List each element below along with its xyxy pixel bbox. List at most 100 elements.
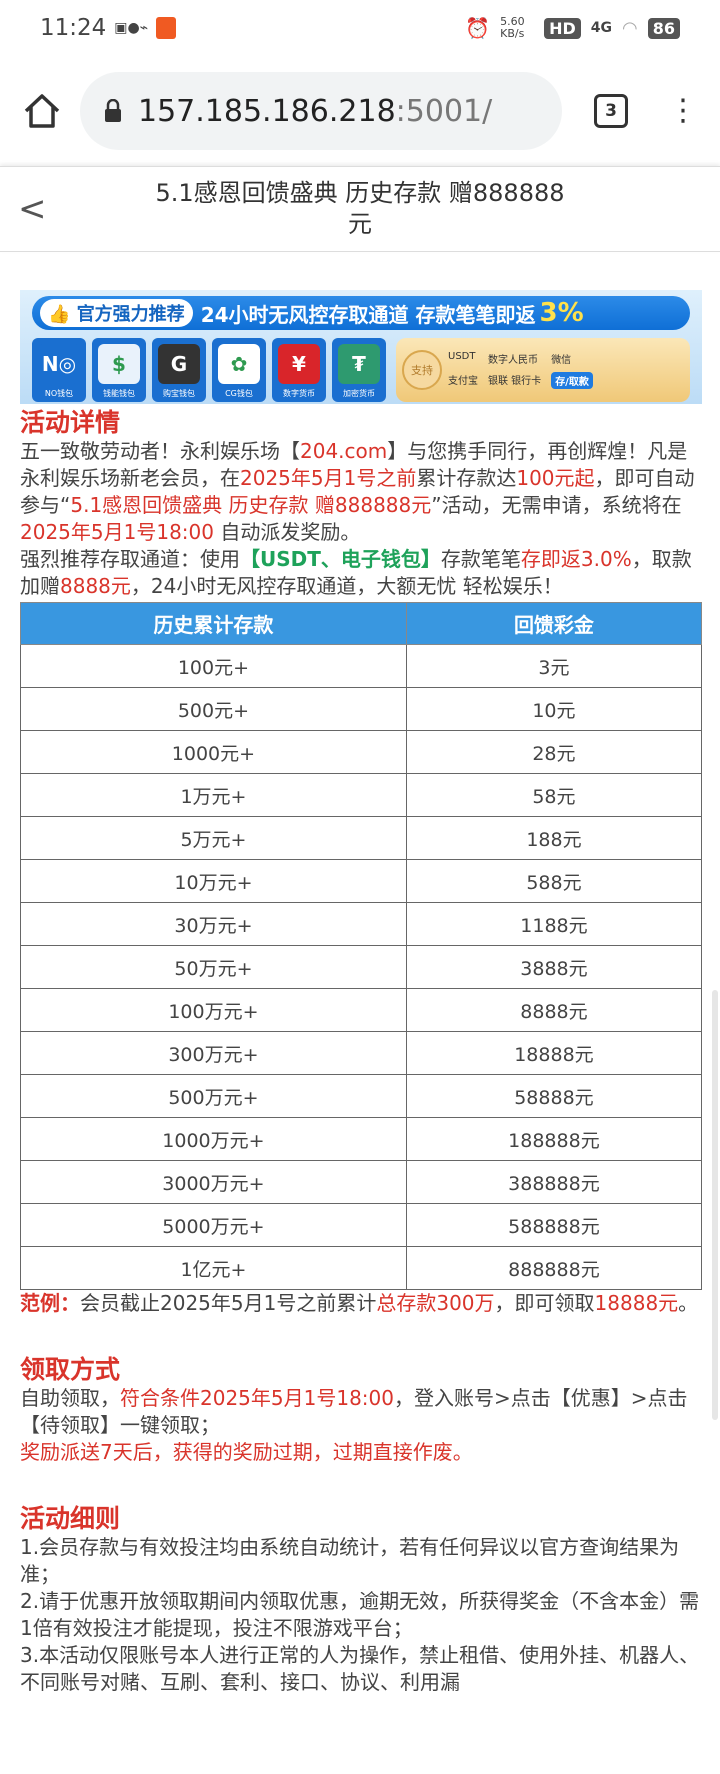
table-row: 30万元+ 1188元	[20, 902, 703, 946]
more-menu-icon[interactable]: ⋮	[668, 93, 698, 128]
table-row: 100元+ 3元	[20, 644, 703, 688]
deposit-cell: 300万元+	[20, 1031, 407, 1075]
deposit-cell: 1000元+	[20, 730, 407, 774]
table-row: 5万元+ 188元	[20, 816, 703, 860]
wallet-tile: $ 钱能钱包	[92, 338, 146, 402]
claim-heading: 领取方式	[20, 1355, 121, 1384]
signal-icon: 4G	[590, 20, 613, 36]
bonus-cell: 3元	[405, 644, 703, 688]
wallet-icon: ✿	[218, 344, 260, 384]
wallet-tile: ¥ 数字货币	[272, 338, 326, 402]
claim-paragraph: 自助领取，符合条件2025年5月1号18:00，登入账号>点击【优惠】>点击【待…	[20, 1386, 688, 1437]
payment-method: 数字人民币	[488, 355, 538, 366]
deposit-cell: 50万元+	[20, 945, 407, 989]
wallet-icon: $	[98, 344, 140, 384]
bonus-cell: 10元	[405, 687, 703, 731]
payment-method: USDT	[448, 351, 476, 362]
tab-switcher-button[interactable]: 3	[594, 94, 628, 128]
wallet-label: 数字货币	[283, 389, 315, 398]
table-row: 5000万元+ 588888元	[20, 1203, 703, 1247]
bonus-cell: 18888元	[405, 1031, 703, 1075]
bonus-cell: 58元	[405, 773, 703, 817]
deposit-withdraw-button[interactable]: 存/取款	[551, 372, 593, 389]
claim-expiry-note: 奖励派送7天后，获得的奖励过期，过期直接作废。	[20, 1440, 473, 1464]
table-row: 1亿元+ 888888元	[20, 1246, 703, 1290]
deposit-cell: 100元+	[20, 644, 407, 688]
wallet-tile: ✿ CG钱包	[212, 338, 266, 402]
example-text: 范例：会员截止2025年5月1号之前累计总存款300万，即可领取18888元。	[20, 1291, 699, 1315]
wallet-label: 加密货币	[343, 389, 375, 398]
back-icon[interactable]: <	[18, 189, 47, 229]
status-bar: 11:24 ▣●⌁ ⏰ 5.60 KB/s HD 4G ◠ 86	[0, 0, 720, 56]
deposit-cell: 30万元+	[20, 902, 407, 946]
rule-item: 2.请于优惠开放领取期间内领取优惠，逾期无效，所获得奖金（不含本金）需1倍有效投…	[20, 1589, 700, 1640]
table-row: 500万元+ 58888元	[20, 1074, 703, 1118]
promo-banner[interactable]: 👍 官方强力推荐 24小时无风控存取通道 存款笔笔即返 3% N◎ NO钱包 $ 钱能…	[20, 290, 702, 404]
battery-icon: 86	[647, 17, 680, 39]
support-seal: 支持	[402, 350, 442, 390]
wallet-icon: ₮	[338, 344, 380, 384]
wallet-tile: ₮ 加密货币	[332, 338, 386, 402]
deposit-cell: 1亿元+	[20, 1246, 407, 1290]
payment-method: 支付宝	[448, 376, 478, 387]
page-title: 5.1感恩回馈盛典 历史存款 赠888888元	[155, 179, 565, 238]
wallet-icon: G	[158, 344, 200, 384]
bonus-cell: 28元	[405, 730, 703, 774]
deposit-cell: 100万元+	[20, 988, 407, 1032]
wallet-tile: N◎ NO钱包	[32, 338, 86, 402]
deposit-cell: 500万元+	[20, 1074, 407, 1118]
payment-method: 微信	[551, 355, 572, 366]
deposit-cell: 10万元+	[20, 859, 407, 903]
wallet-label: CG钱包	[225, 389, 253, 398]
bonus-cell: 888888元	[405, 1246, 703, 1290]
wallet-label: 购宝钱包	[163, 389, 195, 398]
wifi-icon: ◠	[622, 17, 638, 39]
table-row: 500元+ 10元	[20, 687, 703, 731]
details-paragraph-2: 强烈推荐存取通道：使用【USDT、电子钱包】存款笔笔存即返3.0%，取款加赠88…	[20, 547, 692, 598]
table-row: 100万元+ 8888元	[20, 988, 703, 1032]
table-row: 10万元+ 588元	[20, 859, 703, 903]
payment-method: 银联 银行卡	[488, 376, 542, 387]
deposit-cell: 1000万元+	[20, 1117, 407, 1161]
bonus-cell: 388888元	[405, 1160, 703, 1204]
url-port: :5001/	[395, 93, 493, 129]
payment-support-panel: 支持 USDT 数字人民币 微信支付宝 银联 银行卡 存/取款	[396, 338, 690, 402]
rule-item: 3.本活动仅限账号本人进行正常的人为操作，禁止租借、使用外挂、机器人、不同账号对…	[20, 1643, 700, 1694]
column-header: 历史累计存款	[20, 602, 407, 645]
notification-icons: ▣●⌁	[114, 20, 149, 36]
bonus-cell: 188元	[405, 816, 703, 860]
hd-icon: HD	[544, 17, 581, 39]
app-notification-icon	[156, 17, 177, 39]
page-header: < 5.1感恩回馈盛典 历史存款 赠888888元	[0, 166, 720, 252]
table-row: 1000元+ 28元	[20, 730, 703, 774]
wallet-tile: G 购宝钱包	[152, 338, 206, 402]
url-host: 157.185.186.218	[138, 93, 396, 129]
table-row: 50万元+ 3888元	[20, 945, 703, 989]
rules-heading: 活动细则	[20, 1504, 121, 1533]
details-paragraph-1: 五一致敬劳动者！永利娱乐场【204.com】与您携手同行，再创辉煌！凡是永利娱乐…	[20, 439, 695, 544]
details-heading: 活动详情	[20, 408, 121, 437]
clock: 11:24	[40, 15, 107, 41]
table-row: 3000万元+ 388888元	[20, 1160, 703, 1204]
alarm-icon: ⏰	[465, 16, 491, 40]
bonus-cell: 3888元	[405, 945, 703, 989]
scrollbar[interactable]	[712, 990, 718, 1420]
home-icon[interactable]	[22, 91, 62, 131]
deposit-cell: 5000万元+	[20, 1203, 407, 1247]
banner-headline: 24小时无风控存取通道 存款笔笔即返	[200, 302, 536, 327]
deposit-cell: 1万元+	[20, 773, 407, 817]
wallet-label: NO钱包	[44, 389, 74, 398]
table-row: 1000万元+ 188888元	[20, 1117, 703, 1161]
wallet-icon: ¥	[278, 344, 320, 384]
reward-table: 历史累计存款 回馈彩金 100元+ 3元 500元+ 10元 1000元+ 28元 1万元+…	[20, 602, 703, 1290]
deposit-cell: 3000万元+	[20, 1160, 407, 1204]
address-bar[interactable]: 157.185.186.218:5001/	[80, 72, 562, 150]
bonus-cell: 588元	[405, 859, 703, 903]
bonus-cell: 588888元	[405, 1203, 703, 1247]
net-speed: 5.60 KB/s	[500, 15, 525, 40]
deposit-cell: 500元+	[20, 687, 407, 731]
banner-percent: 3%	[539, 298, 584, 328]
lock-icon	[105, 99, 121, 122]
wallet-label: 钱能钱包	[103, 389, 135, 398]
banner-tag: 👍 官方强力推荐	[40, 299, 193, 327]
